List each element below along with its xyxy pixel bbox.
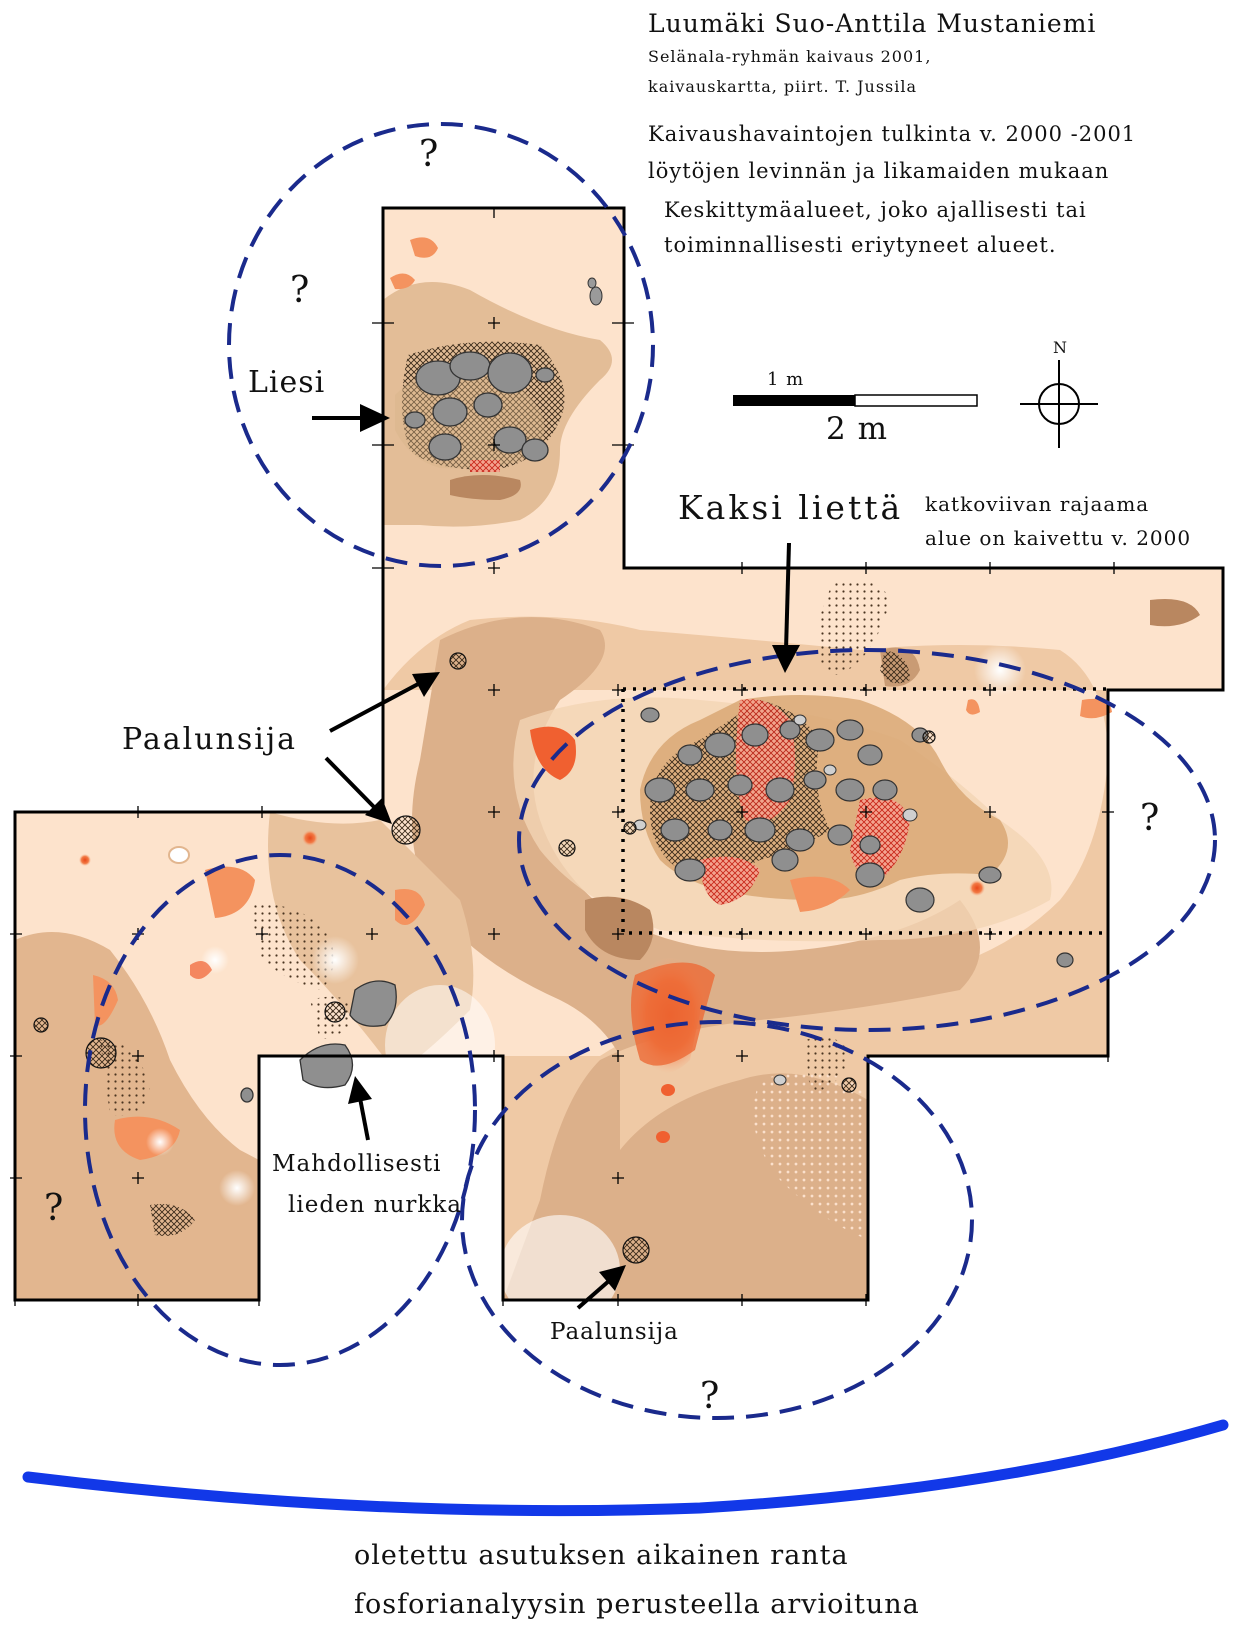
label-liesi: Liesi (248, 365, 326, 400)
scale-label-2m: 2 m (826, 411, 888, 447)
unknown-mark-4: ? (44, 1188, 64, 1229)
north-label: N (1053, 338, 1068, 357)
scale-label-1m: 1 m (767, 369, 805, 390)
hearth-liesi (390, 237, 603, 500)
map-subtitle-1: Selänala-ryhmän kaivaus 2001, (648, 47, 932, 66)
label-dashed-note-2: alue on kaivettu v. 2000 (925, 526, 1192, 550)
post-holes (33, 652, 936, 1264)
label-paalunsija-main: Paalunsija (122, 722, 298, 757)
interpretation-line-4: toiminnallisesti eriytyneet alueet. (664, 233, 1057, 257)
scale-bar (733, 394, 978, 407)
excavation-outline (13, 206, 1225, 1302)
hearths-kaksi-lietta (530, 579, 1200, 1086)
zone-west (83, 853, 477, 1367)
map-subtitle-2: kaivauskartta, piirt. T. Jussila (648, 77, 918, 96)
label-paalunsija-south: Paalunsija (550, 1319, 679, 1345)
shoreline-caption-2: fosforianalyysin perusteella arvioituna (354, 1589, 920, 1620)
north-arrow-icon (1020, 360, 1098, 448)
map-title: Luumäki Suo-Anttila Mustaniemi (648, 9, 1097, 38)
interpretation-zones (83, 122, 1217, 1420)
unknown-mark-5: ? (700, 1376, 720, 1417)
label-corner-2: lieden nurkka (288, 1192, 462, 1218)
interpretation-line-3: Keskittymäalueet, joko ajallisesti tai (664, 198, 1087, 222)
label-dashed-note-1: katkoviivan rajaama (925, 492, 1150, 516)
shoreline-line (22, 1419, 1229, 1517)
unknown-mark-3: ? (1140, 798, 1160, 839)
interpretation-line-2: löytöjen levinnän ja likamaiden mukaan (648, 159, 1110, 183)
annotation-arrows (312, 404, 800, 1310)
unknown-mark-1: ? (419, 134, 439, 175)
interpretation-line-1: Kaivaushavaintojen tulkinta v. 2000 -200… (648, 122, 1137, 146)
zone-kaksi-lietta (517, 648, 1217, 1032)
label-corner-1: Mahdollisesti (272, 1151, 442, 1177)
unknown-mark-2: ? (290, 270, 310, 311)
shoreline-caption-1: oletettu asutuksen aikainen ranta (354, 1540, 849, 1571)
label-kaksi-lietta: Kaksi liettä (678, 488, 904, 527)
zone-south (460, 1020, 974, 1420)
zone-liesi (227, 122, 655, 568)
